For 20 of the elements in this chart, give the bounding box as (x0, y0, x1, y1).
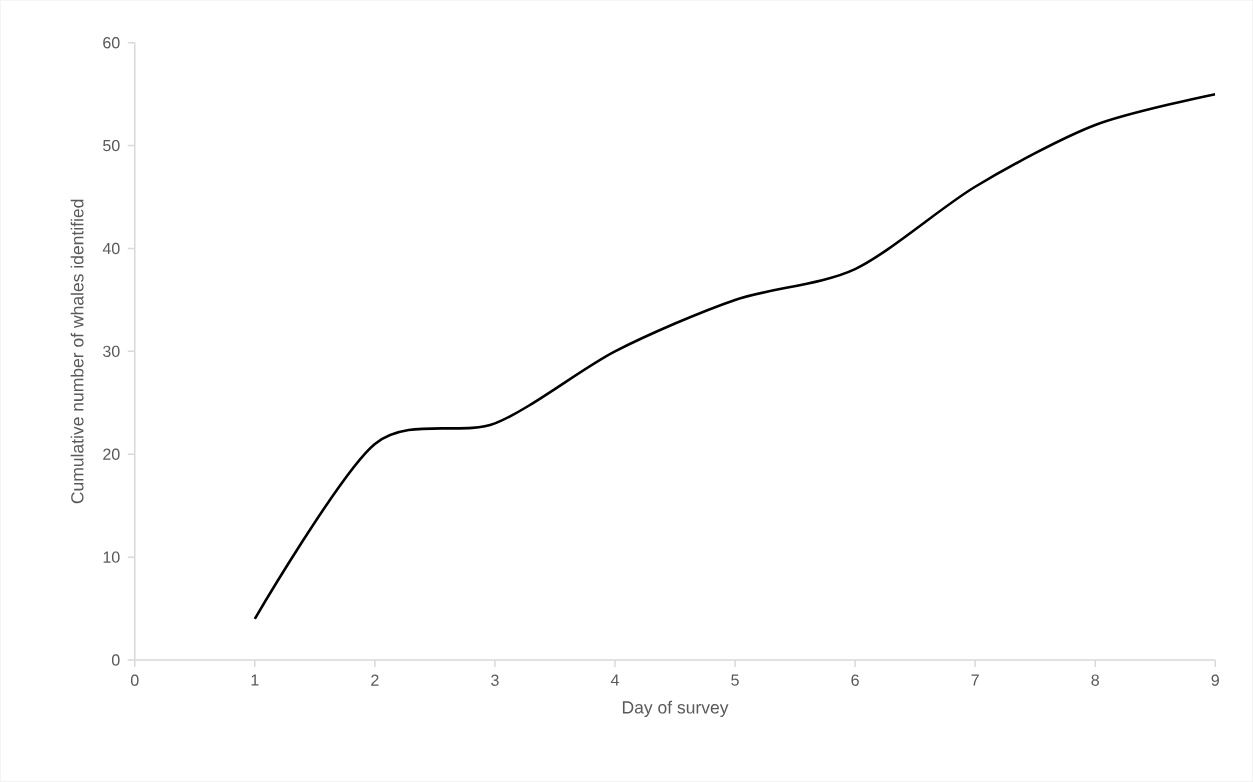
x-tick-label: 3 (491, 674, 499, 686)
y-tick-label: 10 (103, 551, 120, 563)
line-series (253, 92, 1216, 621)
x-tick-label: 8 (1091, 674, 1099, 686)
x-tick-label: 7 (971, 674, 979, 686)
x-tick-label: 0 (130, 674, 139, 686)
y-tick-label: 60 (103, 37, 120, 49)
x-axis-title: Day of survey (622, 700, 729, 718)
x-tick-label: 1 (251, 674, 259, 686)
x-tick-label: 9 (1211, 674, 1219, 686)
x-tick-label: 6 (851, 674, 859, 686)
y-tick-label: 30 (103, 345, 120, 358)
y-tick-label: 50 (103, 140, 120, 152)
y-tick-label: 20 (103, 448, 120, 461)
y-tick-label: 0 (111, 654, 120, 666)
x-tick-label: 2 (371, 674, 379, 686)
y-tick-label: 40 (102, 242, 120, 255)
x-tick-label: 5 (731, 674, 739, 686)
x-tick-label: 4 (610, 674, 619, 686)
y-axis-title: Cumulative number of whales identified (70, 199, 84, 504)
